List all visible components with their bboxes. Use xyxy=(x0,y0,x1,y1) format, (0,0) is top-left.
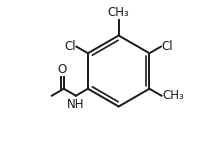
Text: O: O xyxy=(58,63,67,76)
Text: CH₃: CH₃ xyxy=(108,7,129,19)
Text: NH: NH xyxy=(66,98,84,111)
Text: Cl: Cl xyxy=(162,40,173,53)
Text: CH₃: CH₃ xyxy=(162,89,184,102)
Text: Cl: Cl xyxy=(64,40,76,53)
